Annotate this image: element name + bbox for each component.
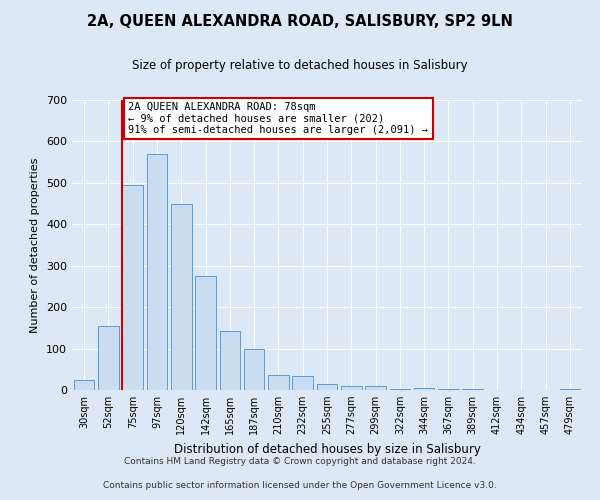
Text: Contains HM Land Registry data © Crown copyright and database right 2024.: Contains HM Land Registry data © Crown c… <box>124 456 476 466</box>
Bar <box>122 185 143 390</box>
Bar <box>195 276 216 390</box>
X-axis label: Distribution of detached houses by size in Salisbury: Distribution of detached houses by size … <box>173 442 481 456</box>
Text: 2A QUEEN ALEXANDRA ROAD: 78sqm
← 9% of detached houses are smaller (202)
91% of : 2A QUEEN ALEXANDRA ROAD: 78sqm ← 9% of d… <box>128 102 428 136</box>
Bar <box>365 386 386 390</box>
Bar <box>389 389 410 390</box>
Text: 2A, QUEEN ALEXANDRA ROAD, SALISBURY, SP2 9LN: 2A, QUEEN ALEXANDRA ROAD, SALISBURY, SP2… <box>87 14 513 28</box>
Bar <box>268 374 289 390</box>
Bar <box>220 331 240 390</box>
Bar <box>292 376 313 390</box>
Bar <box>146 154 167 390</box>
Bar <box>341 386 362 390</box>
Bar <box>560 389 580 390</box>
Bar <box>414 388 434 390</box>
Bar <box>438 389 459 390</box>
Bar <box>317 384 337 390</box>
Text: Size of property relative to detached houses in Salisbury: Size of property relative to detached ho… <box>132 58 468 71</box>
Bar <box>463 389 483 390</box>
Text: Contains public sector information licensed under the Open Government Licence v3: Contains public sector information licen… <box>103 480 497 490</box>
Y-axis label: Number of detached properties: Number of detached properties <box>31 158 40 332</box>
Bar <box>98 326 119 390</box>
Bar <box>244 348 265 390</box>
Bar <box>171 204 191 390</box>
Bar <box>74 380 94 390</box>
